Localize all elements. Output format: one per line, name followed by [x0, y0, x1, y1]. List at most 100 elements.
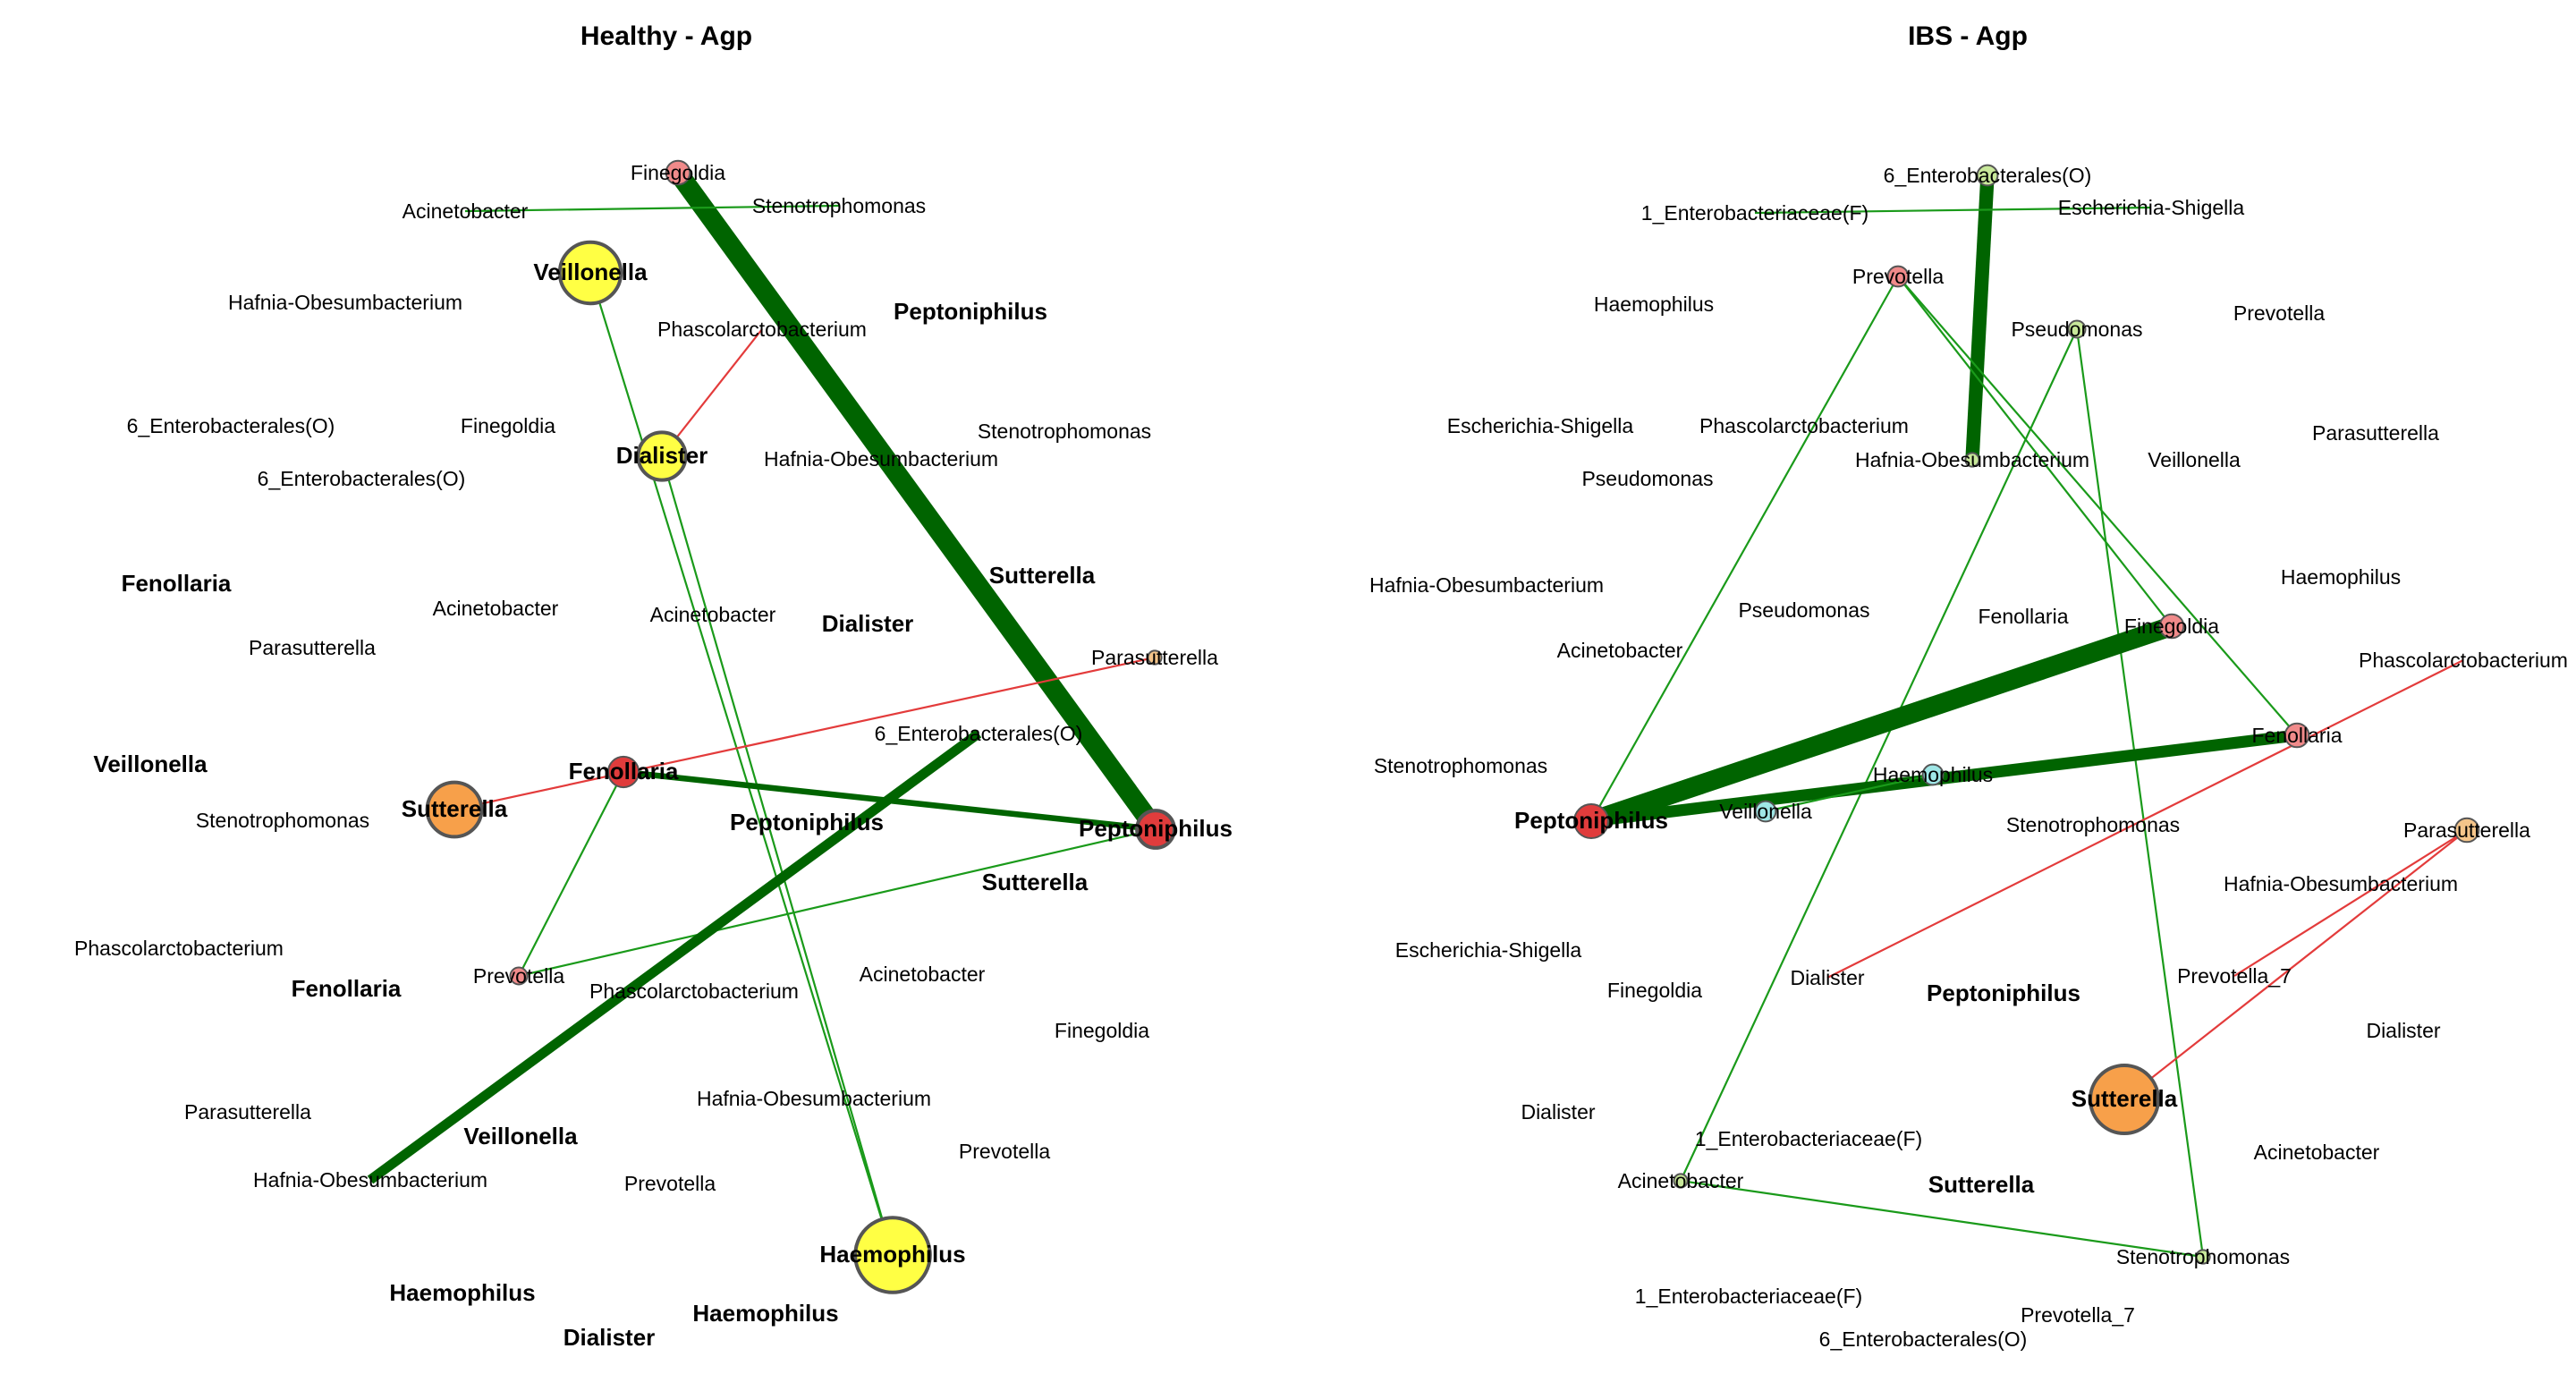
node-i_haf3: Hafnia-Obesumbacterium	[2224, 872, 2458, 895]
node-n_para1: Parasutterella	[249, 636, 376, 659]
node-circle	[1754, 800, 1777, 823]
node-n_phas2: Phascolarctobacterium	[74, 937, 284, 960]
node-label: Stenotrophomonas	[196, 809, 369, 832]
node-n_fine3: Finegoldia	[1055, 1019, 1149, 1042]
node-label: 1_Enterobacteriaceae(F)	[1641, 201, 1868, 225]
node-label: Phascolarctobacterium	[1699, 414, 1909, 437]
node-label: Veillonella	[463, 1123, 578, 1149]
edge-n_dial-n_phas1	[661, 328, 763, 457]
node-n_para: Parasutterella	[1091, 646, 1218, 669]
node-i_esch2: Escherichia-Shigella	[1447, 414, 1634, 437]
node-label: Phascolarctobacterium	[589, 980, 799, 1003]
node-i_haf: Hafnia-Obesumbacterium	[1855, 448, 2089, 471]
node-label: Acinetobacter	[402, 199, 529, 223]
node-n_prev: Prevotella	[473, 964, 564, 988]
node-n_veil3: Veillonella	[463, 1123, 578, 1149]
node-label: Stenotrophomonas	[978, 420, 1151, 443]
node-label: Finegoldia	[2124, 615, 2219, 638]
node-label: Dialister	[1790, 966, 1864, 989]
node-i_haf2: Hafnia-Obesumbacterium	[1369, 573, 1604, 597]
node-label: Acinetobacter	[2254, 1141, 2380, 1164]
node-n_steno3: Stenotrophomonas	[196, 809, 369, 832]
node-n_dial3: Dialister	[564, 1324, 656, 1351]
node-i_ent1b: 1_Enterobacteriaceae(F)	[1695, 1127, 1922, 1150]
node-label: Hafnia-Obesumbacterium	[228, 291, 462, 314]
node-i_ent1c: 1_Enterobacteriaceae(F)	[1635, 1285, 1862, 1308]
node-circle	[636, 430, 688, 482]
node-i_steno2: Stenotrophomonas	[1374, 754, 1547, 777]
nodes-healthy: Finegoldia Acinetobacter Stenotrophomonas V…	[74, 159, 1233, 1351]
node-label: Stenotrophomonas	[2116, 1245, 2290, 1268]
node-n_phas1: Phascolarctobacterium	[657, 318, 867, 341]
node-label: Haemophilus	[1873, 763, 1993, 786]
node-i_para: Parasutterella	[2403, 817, 2530, 844]
node-i_veil2: Veillonella	[2148, 448, 2241, 471]
node-i_fen: Fenollaria	[2252, 722, 2343, 749]
panel-ibs: IBS - Agp 6_Enterobacterales(O) 1_Enterob…	[1369, 21, 2568, 1351]
node-label: 6_Enterobacterales(O)	[1819, 1327, 2028, 1351]
node-i_acin3: Acinetobacter	[2254, 1141, 2380, 1164]
node-i_prev7: Prevotella_7	[2177, 964, 2292, 988]
node-label: Peptoniphilus	[1079, 815, 1233, 842]
node-n_acin4: Acinetobacter	[860, 963, 986, 986]
node-i_prev: Prevotella	[1852, 265, 1944, 288]
edge-i_pseu-i_acin	[1680, 328, 2078, 1182]
node-label: 6_Enterobacterales(O)	[1884, 164, 2092, 187]
edge-i_prev-i_fine	[1897, 276, 2173, 627]
edge-n_ent-n_hafb	[367, 729, 982, 1184]
node-n_haem: Haemophilus	[819, 1216, 966, 1294]
node-label: Acinetobacter	[650, 603, 776, 626]
node-i_dial3: Dialister	[1521, 1100, 1595, 1124]
node-label: Prevotella	[624, 1172, 716, 1195]
node-circle	[509, 966, 529, 986]
node-n_fen1: Fenollaria	[122, 570, 232, 597]
node-label: Fenollaria	[122, 570, 232, 597]
node-label: Finegoldia	[631, 161, 725, 184]
node-label: Haemophilus	[2281, 565, 2401, 589]
node-label: Prevotella	[2233, 301, 2325, 325]
node-circle	[557, 240, 623, 306]
node-label: Fenollaria	[292, 975, 402, 1002]
node-label: Finegoldia	[1055, 1019, 1149, 1042]
node-label: Pseudomonas	[1581, 467, 1713, 490]
node-circle	[2284, 722, 2310, 749]
node-label: Acinetobacter	[1618, 1169, 1744, 1192]
node-label: Parasutterella	[2403, 818, 2530, 842]
node-label: Hafnia-Obesumbacterium	[764, 447, 998, 471]
node-n_ent2: 6_Enterobacterales(O)	[258, 467, 466, 490]
node-label: Acinetobacter	[860, 963, 986, 986]
node-i_ent: 6_Enterobacterales(O)	[1884, 164, 2092, 187]
node-label: Haemophilus	[819, 1241, 965, 1268]
node-i_phas2: Phascolarctobacterium	[1699, 414, 1909, 437]
panel-title-ibs: IBS - Agp	[1908, 21, 2028, 51]
node-n_veil2: Veillonella	[93, 751, 208, 777]
node-label: Haemophilus	[1594, 293, 1714, 316]
node-label: Veillonella	[93, 751, 208, 777]
node-n_fen: Fenollaria	[569, 755, 679, 789]
node-n_sut: Sutterella	[402, 780, 508, 839]
edge-i_prev7-i_para	[2233, 829, 2468, 977]
node-circle	[2453, 817, 2480, 844]
node-circle	[665, 159, 691, 186]
node-i_para2: Parasutterella	[2312, 421, 2439, 445]
node-i_phas: Phascolarctobacterium	[2359, 649, 2568, 672]
node-label: Sutterella	[989, 562, 1096, 589]
node-label: 6_Enterobacterales(O)	[875, 722, 1083, 745]
node-i_esch3: Escherichia-Shigella	[1395, 938, 1582, 962]
node-n_prev3: Prevotella	[624, 1172, 716, 1195]
node-label: Stenotrophomonas	[2006, 813, 2180, 836]
edge-n_fine-n_pept	[670, 166, 1164, 835]
node-n_ent: 6_Enterobacterales(O)	[875, 722, 1083, 745]
node-label: Fenollaria	[569, 758, 679, 785]
edge-n_acin1-n_steno1	[464, 204, 840, 213]
node-label: Veillonella	[1719, 800, 1812, 823]
node-circle	[2067, 319, 2087, 339]
node-label: Peptoniphilus	[1927, 980, 2080, 1006]
node-circle	[853, 1216, 932, 1294]
node-circle	[1886, 265, 1910, 288]
node-n_para2: Parasutterella	[184, 1100, 311, 1124]
node-n_acin2: Acinetobacter	[433, 597, 559, 620]
node-label: Finegoldia	[461, 414, 555, 437]
node-circle	[2089, 1064, 2160, 1135]
node-label: Acinetobacter	[433, 597, 559, 620]
